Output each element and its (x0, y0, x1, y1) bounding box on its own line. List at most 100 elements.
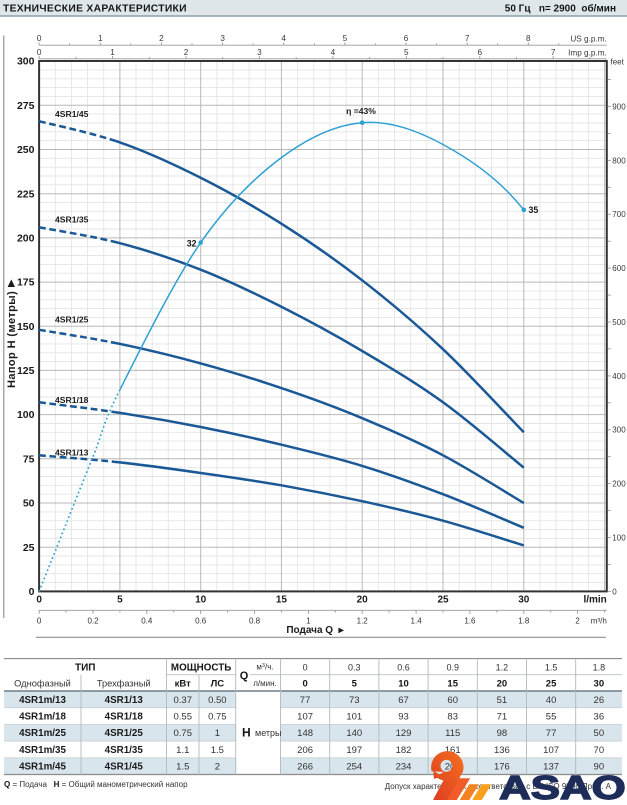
svg-text:МОЩНОСТЬ: МОЩНОСТЬ (171, 663, 231, 674)
svg-text:0.4: 0.4 (141, 617, 153, 626)
svg-text:10: 10 (398, 679, 409, 690)
svg-text:ASAO: ASAO (499, 769, 626, 800)
svg-text:0: 0 (36, 595, 42, 606)
svg-text:5: 5 (352, 679, 358, 690)
svg-text:10: 10 (195, 595, 207, 606)
svg-text:5: 5 (117, 595, 123, 606)
svg-text:0.75: 0.75 (208, 711, 227, 722)
svg-text:400: 400 (612, 372, 626, 381)
svg-text:0: 0 (29, 586, 35, 598)
svg-text:0: 0 (302, 679, 307, 690)
svg-text:метры: метры (255, 728, 282, 738)
svg-text:161: 161 (445, 745, 461, 756)
svg-text:1.8: 1.8 (593, 663, 606, 673)
svg-text:4SR1/13: 4SR1/13 (55, 448, 89, 458)
svg-text:4SR1/25: 4SR1/25 (55, 315, 89, 325)
svg-text:20: 20 (357, 595, 369, 606)
svg-text:20: 20 (497, 679, 508, 690)
svg-text:70: 70 (594, 745, 605, 756)
svg-text:700: 700 (612, 210, 626, 219)
svg-text:500: 500 (612, 318, 626, 327)
svg-text:1.5: 1.5 (211, 745, 224, 756)
svg-text:25: 25 (23, 542, 35, 554)
svg-text:4SR1/13: 4SR1/13 (105, 695, 144, 706)
svg-text:1: 1 (98, 34, 103, 43)
svg-text:250: 250 (17, 144, 35, 156)
svg-text:1: 1 (306, 617, 311, 626)
svg-text:51: 51 (497, 695, 508, 706)
svg-text:75: 75 (23, 453, 35, 465)
svg-text:150: 150 (17, 321, 35, 333)
svg-text:77: 77 (300, 695, 311, 706)
svg-text:2: 2 (575, 617, 580, 626)
svg-text:0.9: 0.9 (446, 663, 459, 673)
svg-text:0.75: 0.75 (174, 728, 193, 739)
svg-text:7: 7 (551, 48, 556, 57)
svg-text:266: 266 (297, 762, 313, 773)
svg-text:50: 50 (594, 728, 605, 739)
svg-text:0.6: 0.6 (397, 663, 410, 673)
svg-text:234: 234 (396, 762, 412, 773)
svg-text:2: 2 (215, 762, 220, 773)
svg-text:0.6: 0.6 (195, 617, 207, 626)
svg-text:0.37: 0.37 (174, 695, 193, 706)
svg-text:206: 206 (297, 745, 313, 756)
svg-text:1: 1 (110, 48, 115, 57)
svg-text:4SR1/35: 4SR1/35 (55, 215, 89, 225)
svg-text:197: 197 (346, 745, 362, 756)
svg-text:1.4: 1.4 (411, 617, 423, 626)
svg-text:l/min: l/min (583, 595, 606, 606)
svg-text:4SR1/35: 4SR1/35 (105, 745, 144, 756)
svg-text:26: 26 (594, 695, 605, 706)
svg-text:m³/h: m³/h (591, 617, 607, 626)
svg-text:600: 600 (612, 264, 626, 273)
svg-text:15: 15 (276, 595, 288, 606)
svg-text:1.2: 1.2 (357, 617, 369, 626)
svg-text:0.50: 0.50 (208, 695, 227, 706)
svg-text:0: 0 (303, 663, 308, 673)
svg-text:Imp g.p.m.: Imp g.p.m. (568, 48, 607, 57)
svg-text:4SR1/25: 4SR1/25 (105, 728, 144, 739)
svg-text:107: 107 (543, 745, 559, 756)
svg-text:4SR1/45: 4SR1/45 (105, 762, 144, 773)
svg-text:200: 200 (612, 480, 626, 489)
svg-text:129: 129 (396, 728, 412, 739)
svg-text:25: 25 (437, 595, 449, 606)
svg-text:ТИП: ТИП (75, 663, 95, 674)
svg-text:η =43%: η =43% (346, 106, 376, 116)
svg-text:98: 98 (497, 728, 508, 739)
svg-text:1.5: 1.5 (545, 663, 558, 673)
svg-text:кВт: кВт (175, 679, 191, 690)
svg-text:Напор H (метры): Напор H (метры) (6, 291, 18, 388)
svg-text:0.3: 0.3 (348, 663, 361, 673)
svg-text:1.5: 1.5 (176, 762, 189, 773)
svg-text:4SR1m/13: 4SR1m/13 (19, 695, 66, 706)
svg-text:300: 300 (612, 426, 626, 435)
svg-text:ТЕХНИЧЕСКИЕ ХАРАКТЕРИСТИКИ: ТЕХНИЧЕСКИЕ ХАРАКТЕРИСТИКИ (3, 4, 187, 15)
svg-text:7: 7 (465, 34, 470, 43)
svg-text:55: 55 (546, 711, 557, 722)
svg-text:3: 3 (257, 48, 262, 57)
svg-text:4SR1/18: 4SR1/18 (105, 711, 144, 722)
svg-text:1.2: 1.2 (496, 663, 509, 673)
svg-text:73: 73 (349, 695, 360, 706)
svg-text:100: 100 (17, 409, 35, 421)
svg-text:3: 3 (220, 34, 225, 43)
svg-text:225: 225 (17, 188, 35, 200)
svg-text:4SR1m/45: 4SR1m/45 (19, 762, 66, 773)
svg-text:125: 125 (17, 365, 35, 377)
svg-text:5: 5 (343, 34, 348, 43)
svg-text:Q = Подача H = Общий маномет: Q = Подача H = Общий манометрический нап… (4, 780, 188, 789)
svg-text:175: 175 (17, 277, 35, 289)
svg-text:0.8: 0.8 (249, 617, 261, 626)
svg-text:0: 0 (612, 587, 617, 596)
svg-text:0: 0 (37, 617, 42, 626)
svg-text:83: 83 (447, 711, 458, 722)
svg-text:137: 137 (543, 762, 559, 773)
svg-text:300: 300 (17, 56, 35, 68)
svg-text:Q: Q (240, 670, 249, 682)
svg-text:77: 77 (546, 728, 557, 739)
svg-text:182: 182 (396, 745, 412, 756)
svg-text:136: 136 (494, 745, 510, 756)
svg-text:feet: feet (611, 58, 625, 67)
